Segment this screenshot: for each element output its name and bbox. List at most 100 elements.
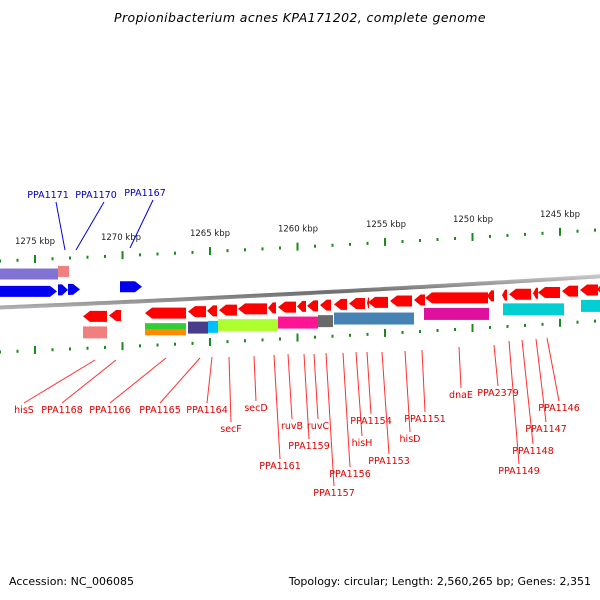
minor-tick bbox=[401, 239, 404, 243]
major-tick bbox=[209, 247, 211, 256]
minor-tick bbox=[0, 259, 1, 263]
minor-tick bbox=[174, 251, 176, 255]
leader-line bbox=[287, 353, 293, 420]
leader-line bbox=[23, 359, 96, 404]
reverse-gene-arrow bbox=[367, 297, 369, 309]
minor-tick bbox=[454, 236, 456, 240]
tick-label: 1260 kbp bbox=[278, 225, 318, 235]
forward-gene-arrow bbox=[120, 281, 142, 293]
reverse-gene-labels: hisS PPA1168 PPA1166 PPA1165 PPA1164 secFsecD… bbox=[14, 337, 580, 499]
minor-tick bbox=[51, 257, 54, 261]
minor-tick bbox=[331, 334, 334, 338]
gene-label: ruvC bbox=[307, 421, 330, 432]
tick-label: 1275 kbp bbox=[15, 237, 55, 247]
minor-tick bbox=[594, 319, 596, 323]
gene-label: PPA1149 bbox=[498, 466, 540, 477]
gene-label: dnaE bbox=[449, 390, 473, 401]
minor-tick bbox=[226, 249, 229, 253]
gene-label: PPA1147 bbox=[525, 424, 567, 435]
gene-label: hisS bbox=[14, 405, 34, 416]
gene-label: PPA1168 bbox=[41, 405, 83, 416]
gene-label: PPA1154 bbox=[350, 416, 392, 427]
leader-line bbox=[303, 353, 310, 440]
minor-tick bbox=[541, 231, 544, 235]
genome-summary-text: Topology: circular; Length: 2,560,265 bp… bbox=[288, 575, 591, 588]
reverse-gene-arrow bbox=[368, 296, 388, 308]
minor-tick bbox=[576, 229, 579, 233]
major-tick bbox=[559, 318, 561, 327]
leader-line bbox=[55, 201, 66, 251]
major-tick bbox=[121, 251, 124, 260]
minor-tick bbox=[16, 258, 19, 262]
leader-line bbox=[159, 357, 201, 404]
scale-ticks-inner bbox=[0, 318, 596, 355]
leader-line bbox=[253, 355, 257, 402]
genome-backbone bbox=[0, 274, 600, 310]
minor-tick bbox=[349, 242, 351, 246]
leader-line bbox=[129, 199, 154, 249]
reverse-gene-arrow bbox=[349, 297, 365, 309]
leader-line bbox=[493, 344, 499, 387]
gene-label: hisH bbox=[352, 438, 373, 449]
gene-label: hisD bbox=[400, 434, 421, 445]
gene-label: ruvB bbox=[281, 421, 303, 432]
gene-label: PPA1157 bbox=[313, 488, 355, 499]
gene-label: PPA1165 bbox=[139, 405, 181, 416]
cog-block bbox=[318, 315, 333, 328]
gene-label: PPA1171 bbox=[27, 190, 69, 201]
minor-tick bbox=[174, 342, 176, 346]
reverse-gene-arrow bbox=[109, 309, 121, 321]
leader-line bbox=[366, 351, 372, 415]
accession-text: Accession: NC_006085 bbox=[9, 575, 134, 588]
minor-tick bbox=[436, 328, 439, 332]
reverse-gene-arrow bbox=[580, 284, 598, 296]
tick-label: 1265 kbp bbox=[190, 229, 230, 239]
minor-tick bbox=[541, 322, 544, 326]
forward-gene-arrow bbox=[0, 285, 57, 297]
reverse-gene-arrow bbox=[502, 289, 507, 301]
major-tick bbox=[34, 346, 36, 355]
tick-label: 1270 kbp bbox=[101, 233, 141, 243]
leader-line bbox=[273, 354, 281, 460]
major-tick bbox=[209, 338, 211, 347]
reverse-gene-arrow bbox=[297, 300, 306, 312]
minor-tick bbox=[104, 345, 106, 349]
minor-tick bbox=[191, 250, 194, 254]
gene-track-reverse bbox=[83, 284, 600, 322]
reverse-gene-arrow bbox=[597, 285, 600, 293]
gene-label: PPA1164 bbox=[186, 405, 228, 416]
minor-tick bbox=[594, 228, 596, 232]
gene-label: PPA1153 bbox=[368, 456, 410, 467]
minor-tick bbox=[524, 232, 526, 236]
tick-label: 1245 kbp bbox=[540, 210, 580, 220]
leader-line bbox=[206, 356, 213, 404]
leader-line bbox=[228, 356, 232, 423]
reverse-gene-arrow bbox=[268, 302, 276, 314]
minor-tick bbox=[576, 320, 579, 324]
leader-line bbox=[535, 338, 547, 423]
major-tick bbox=[34, 255, 36, 264]
minor-tick bbox=[419, 329, 421, 333]
scale-ticks-outer bbox=[0, 227, 596, 264]
cog-block bbox=[58, 265, 69, 277]
major-tick bbox=[121, 342, 124, 351]
reverse-gene-arrow bbox=[219, 304, 237, 316]
minor-tick bbox=[191, 341, 194, 345]
minor-tick bbox=[489, 325, 491, 329]
minor-tick bbox=[156, 343, 159, 347]
gene-track-forward bbox=[0, 281, 142, 297]
cog-block bbox=[208, 320, 218, 333]
minor-tick bbox=[349, 333, 351, 337]
minor-tick bbox=[261, 247, 264, 251]
reverse-gene-arrow bbox=[188, 306, 206, 318]
cog-block bbox=[278, 316, 318, 329]
reverse-gene-arrow bbox=[414, 294, 425, 306]
minor-tick bbox=[69, 256, 71, 260]
reverse-gene-arrow bbox=[145, 307, 186, 319]
gene-label: PPA1161 bbox=[259, 461, 301, 472]
minor-tick bbox=[261, 338, 264, 342]
minor-tick bbox=[524, 323, 526, 327]
gene-label: PPA1170 bbox=[75, 190, 117, 201]
leader-line bbox=[381, 351, 390, 455]
